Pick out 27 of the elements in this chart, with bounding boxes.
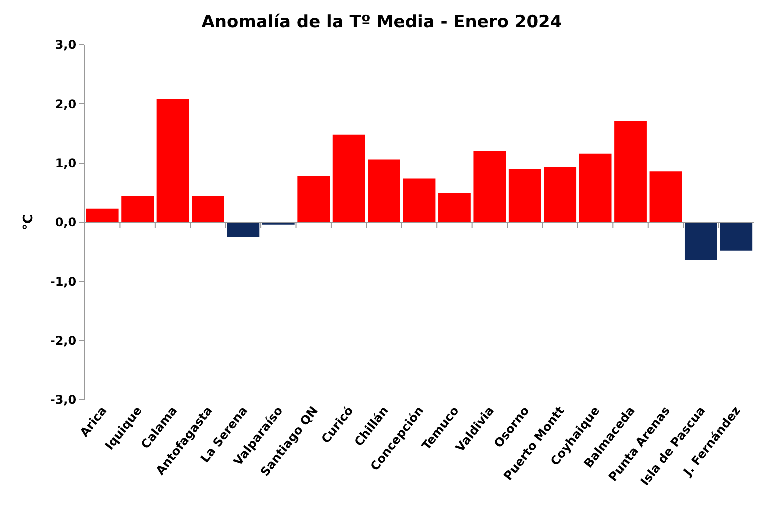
bar (544, 167, 577, 222)
bar (227, 222, 260, 238)
y-tick-label: 3,0 (55, 38, 77, 52)
bar (403, 178, 436, 222)
bar (298, 176, 330, 222)
bar (474, 152, 506, 222)
bar (156, 99, 190, 222)
y-tick-label: 2,0 (55, 97, 77, 112)
bar (579, 154, 612, 222)
y-tick-label: -3,0 (50, 393, 77, 408)
chart-title: Anomalía de la Tº Media - Enero 2024 (202, 12, 562, 33)
bar (86, 208, 119, 222)
y-axis-title: °C (21, 214, 36, 231)
bar (192, 196, 224, 222)
bar (332, 134, 366, 222)
bar (122, 196, 154, 222)
y-tick-label: 1,0 (55, 156, 77, 171)
y-tick-label: 0,0 (55, 216, 77, 230)
bar (438, 194, 471, 222)
bar (614, 121, 647, 222)
bar (368, 160, 400, 222)
y-tick-label: -2,0 (50, 334, 77, 348)
bar (508, 169, 542, 222)
y-tick-label: -1,0 (50, 274, 77, 289)
bar (684, 222, 718, 260)
bar (720, 222, 753, 251)
bar (650, 172, 682, 222)
